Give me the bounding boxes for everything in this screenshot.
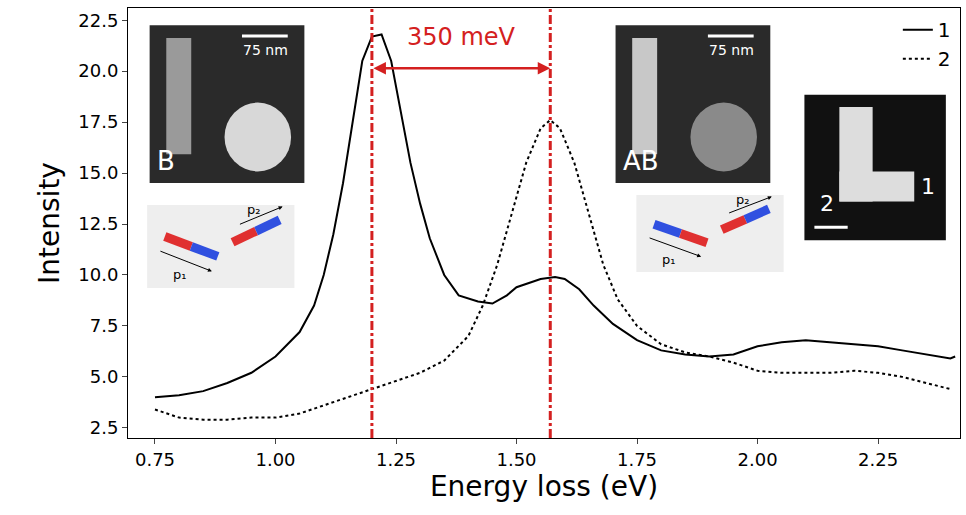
svg-text:75 nm: 75 nm bbox=[243, 42, 288, 58]
svg-text:20.0: 20.0 bbox=[78, 60, 118, 81]
svg-text:0.75: 0.75 bbox=[135, 449, 175, 470]
svg-text:1.00: 1.00 bbox=[255, 449, 295, 470]
svg-text:AB: AB bbox=[623, 146, 659, 176]
svg-text:17.5: 17.5 bbox=[78, 111, 118, 132]
svg-text:350 meV: 350 meV bbox=[407, 23, 516, 51]
svg-text:1: 1 bbox=[938, 18, 951, 42]
svg-text:Energy loss (eV): Energy loss (eV) bbox=[430, 470, 658, 503]
svg-text:p₁: p₁ bbox=[662, 252, 675, 267]
svg-text:Intensity: Intensity bbox=[33, 162, 66, 284]
svg-text:10.0: 10.0 bbox=[78, 264, 118, 285]
svg-text:75 nm: 75 nm bbox=[709, 42, 754, 58]
svg-text:p₂: p₂ bbox=[247, 202, 260, 217]
svg-text:p₂: p₂ bbox=[736, 192, 749, 207]
svg-text:2.25: 2.25 bbox=[858, 449, 898, 470]
svg-text:B: B bbox=[157, 146, 175, 176]
svg-text:2: 2 bbox=[820, 191, 834, 216]
svg-text:1: 1 bbox=[921, 174, 935, 199]
svg-text:12.5: 12.5 bbox=[78, 213, 118, 234]
svg-text:1.25: 1.25 bbox=[376, 449, 416, 470]
svg-text:1.75: 1.75 bbox=[617, 449, 657, 470]
svg-text:2: 2 bbox=[938, 47, 951, 71]
svg-text:p₁: p₁ bbox=[173, 267, 186, 282]
svg-text:15.0: 15.0 bbox=[78, 162, 118, 183]
svg-text:2.00: 2.00 bbox=[738, 449, 778, 470]
svg-text:2.5: 2.5 bbox=[90, 417, 119, 438]
svg-text:22.5: 22.5 bbox=[78, 10, 118, 31]
svg-text:5.0: 5.0 bbox=[90, 366, 119, 387]
svg-text:7.5: 7.5 bbox=[90, 315, 119, 336]
svg-text:1.50: 1.50 bbox=[496, 449, 536, 470]
